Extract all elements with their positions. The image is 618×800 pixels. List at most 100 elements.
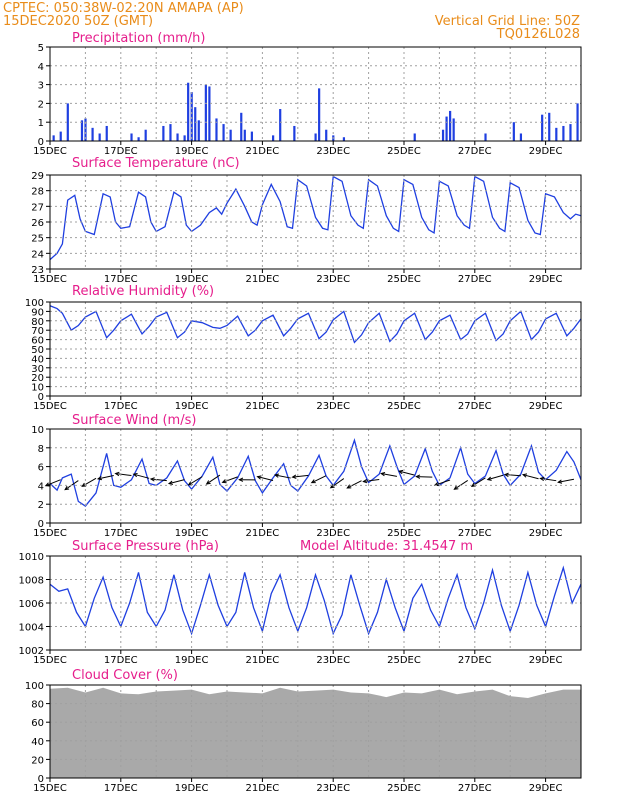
precip-bar: [98, 133, 101, 141]
wind-arrow: [115, 472, 132, 477]
precip-bar: [413, 133, 416, 141]
temp-xtick-label: 27DEC: [458, 274, 492, 285]
cloud-ytick-label: 0: [38, 774, 44, 785]
wind-arrow: [558, 478, 575, 483]
precip-xtick-label: 17DEC: [104, 146, 138, 157]
precip-bar: [555, 127, 558, 141]
temp-ytick-label: 26: [31, 218, 44, 229]
wind-ytick-label: 8: [38, 444, 44, 455]
rh-ytick-label: 0: [38, 392, 44, 403]
wind-xtick-label: 29DEC: [529, 528, 563, 539]
wind-arrow-head: [167, 480, 174, 485]
wind-arrow-head: [329, 483, 335, 489]
pres-xtick-label: 29DEC: [529, 655, 563, 666]
rh-ytick-label: 30: [31, 364, 44, 375]
wind-arrow: [487, 474, 504, 481]
header-date: 15DEC2020 50Z (GMT): [3, 14, 153, 29]
precip-bar: [215, 118, 218, 141]
cloud-xtick-label: 19DEC: [175, 783, 209, 794]
wind-arrow: [97, 475, 114, 480]
temp-ytick-label: 25: [31, 234, 44, 245]
precip-bar: [187, 82, 190, 141]
wind-ytick-label: 4: [38, 481, 44, 492]
wind-arrow-head: [380, 471, 386, 477]
precip-bar: [162, 125, 165, 141]
wind-arrow-head: [238, 477, 244, 482]
precip-bar: [519, 133, 523, 141]
wind-arrow-head: [114, 471, 120, 477]
precip-xtick-label: 21DEC: [246, 146, 280, 157]
precip-bar: [66, 103, 69, 141]
precip-frame: [49, 46, 582, 142]
precip-bar: [548, 112, 551, 141]
precip-ytick-label: 2: [38, 99, 44, 110]
temp-xtick-label: 25DEC: [387, 274, 421, 285]
pres-xtick-label: 23DEC: [316, 655, 350, 666]
pres-frame: [49, 555, 582, 651]
wind-frame: [49, 428, 582, 524]
wind-arrow: [206, 474, 221, 485]
wind-arrow: [222, 476, 238, 483]
pres-title: Surface Pressure (hPa): [72, 539, 219, 554]
precip-bar: [84, 118, 87, 141]
wind-xtick-label: 19DEC: [175, 528, 209, 539]
cloud-ytick-label: 40: [31, 737, 44, 748]
model-altitude: Model Altitude: 31.4547 m: [300, 539, 473, 554]
wind-arrow-head: [256, 475, 262, 480]
header-model-id: TQ0126L028: [496, 27, 580, 42]
precip-panel: 0 1 2 3 4 5 15DEC 17DEC 19DEC 21DEC 23DEC 25DEC 27DE…: [33, 43, 582, 157]
precip-bar: [314, 133, 317, 141]
wind-arrow: [168, 479, 185, 485]
precip-bar: [80, 120, 84, 141]
pres-ytick-label: 1008: [19, 576, 44, 587]
precip-bar: [484, 133, 487, 141]
precip-ytick-label: 1: [38, 118, 44, 129]
wind-arrow-head: [557, 479, 563, 484]
rh-ytick-label: 40: [31, 354, 44, 365]
wind-panel: 0 2 4 6 8 10 15DEC 17DEC 19DEC 21DEC 23DEC 25DEC 27D…: [31, 425, 582, 539]
cloud-xtick-label: 25DEC: [387, 783, 421, 794]
temp-xtick-label: 19DEC: [175, 274, 209, 285]
wind-arrow: [522, 474, 539, 480]
wind-xtick-label: 25DEC: [387, 528, 421, 539]
rh-xtick-label: 21DEC: [246, 401, 280, 412]
precip-bar: [441, 129, 445, 141]
rh-ytick-label: 90: [31, 307, 44, 318]
wind-arrow-head: [539, 476, 545, 482]
wind-arrow: [150, 478, 167, 482]
precip-xtick-label: 19DEC: [175, 146, 209, 157]
rh-xtick-label: 25DEC: [387, 401, 421, 412]
cloud-panel: 0 20 40 60 80 100 15DEC 17DEC 19DEC 21DEC 23DEC 25D…: [25, 681, 582, 794]
wind-series-line: [49, 438, 582, 507]
precip-bar: [197, 120, 200, 141]
wind-arrow-head: [470, 482, 476, 487]
precip-bar: [325, 129, 328, 141]
wind-title: Surface Wind (m/s): [72, 413, 196, 428]
wind-ytick-label: 10: [31, 425, 44, 436]
precip-bar: [169, 124, 172, 141]
precip-bar: [144, 129, 147, 141]
cloud-cover-area: [50, 687, 581, 778]
precip-bar: [190, 92, 193, 141]
wind-arrow: [363, 478, 380, 483]
wind-xtick-label: 15DEC: [33, 528, 67, 539]
cloud-ytick-label: 60: [31, 718, 44, 729]
wind-arrow: [434, 479, 451, 486]
precip-ytick-label: 3: [38, 81, 44, 92]
pres-panel: 1002 1004 1006 1008 1010 15DEC 17DEC 19DEC 21DEC…: [19, 552, 582, 666]
rh-ytick-label: 100: [25, 298, 44, 309]
wind-arrow: [188, 476, 203, 486]
wind-arrow: [454, 480, 468, 490]
temp-xtick-label: 17DEC: [104, 274, 138, 285]
wind-arrow-head: [273, 473, 280, 478]
wind-arrow-head: [132, 472, 138, 478]
wind-arrow-head: [398, 469, 404, 475]
rh-xtick-label: 17DEC: [104, 401, 138, 412]
precip-bar: [91, 127, 94, 141]
wind-arrow: [257, 476, 274, 482]
wind-arrow: [292, 474, 309, 478]
wind-xtick-label: 23DEC: [316, 528, 350, 539]
wind-arrow: [311, 475, 327, 484]
